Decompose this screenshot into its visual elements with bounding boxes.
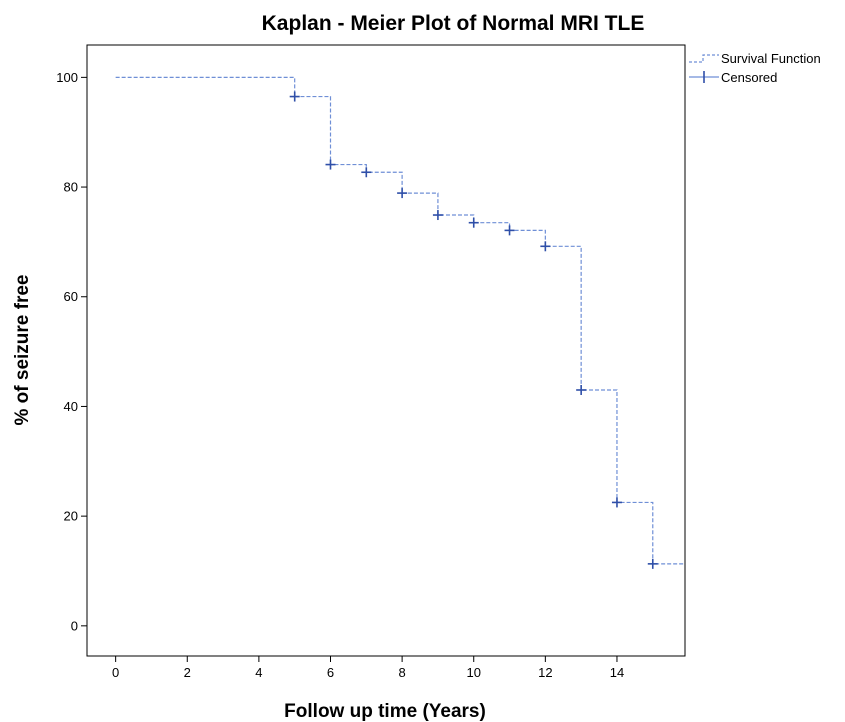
censored-marker [576, 384, 587, 395]
x-axis: 0 2 4 6 8 10 12 14 [112, 656, 624, 680]
x-tick-label: 12 [538, 665, 552, 680]
censored-marker [468, 217, 479, 228]
y-tick-label: 0 [71, 618, 78, 633]
chart-title: Kaplan - Meier Plot of Normal MRI TLE [262, 12, 645, 35]
plot-frame [86, 44, 686, 657]
censored-marker [432, 210, 443, 221]
censored-marker [289, 91, 300, 102]
x-tick-label: 10 [466, 665, 480, 680]
y-tick-label: 100 [56, 70, 78, 85]
y-tick-label: 60 [64, 289, 78, 304]
censored-marker [325, 159, 336, 170]
censored-marker [611, 497, 622, 508]
censored-marker [647, 558, 658, 569]
y-axis: 0 20 40 60 80 100 [56, 70, 87, 633]
x-tick-label: 4 [255, 665, 262, 680]
x-tick-label: 8 [398, 665, 405, 680]
legend-survival-label: Survival Function [721, 51, 821, 66]
x-axis-label: Follow up time (Years) [284, 701, 486, 722]
x-tick-label: 14 [610, 665, 624, 680]
y-tick-label: 20 [64, 509, 78, 524]
legend-survival-swatch [689, 54, 719, 63]
y-axis-label: % of seizure free [12, 275, 33, 426]
censored-marker [540, 241, 551, 252]
x-tick-label: 0 [112, 665, 119, 680]
legend: Survival Function Censored [689, 51, 821, 85]
legend-censored-label: Censored [721, 70, 777, 85]
censored-marker [361, 167, 372, 178]
x-tick-label: 2 [184, 665, 191, 680]
x-tick-label: 6 [327, 665, 334, 680]
y-tick-label: 80 [64, 180, 78, 195]
plot-area [115, 76, 685, 569]
censored-marker [504, 225, 515, 236]
censored-marker [397, 188, 408, 199]
y-tick-label: 40 [64, 399, 78, 414]
